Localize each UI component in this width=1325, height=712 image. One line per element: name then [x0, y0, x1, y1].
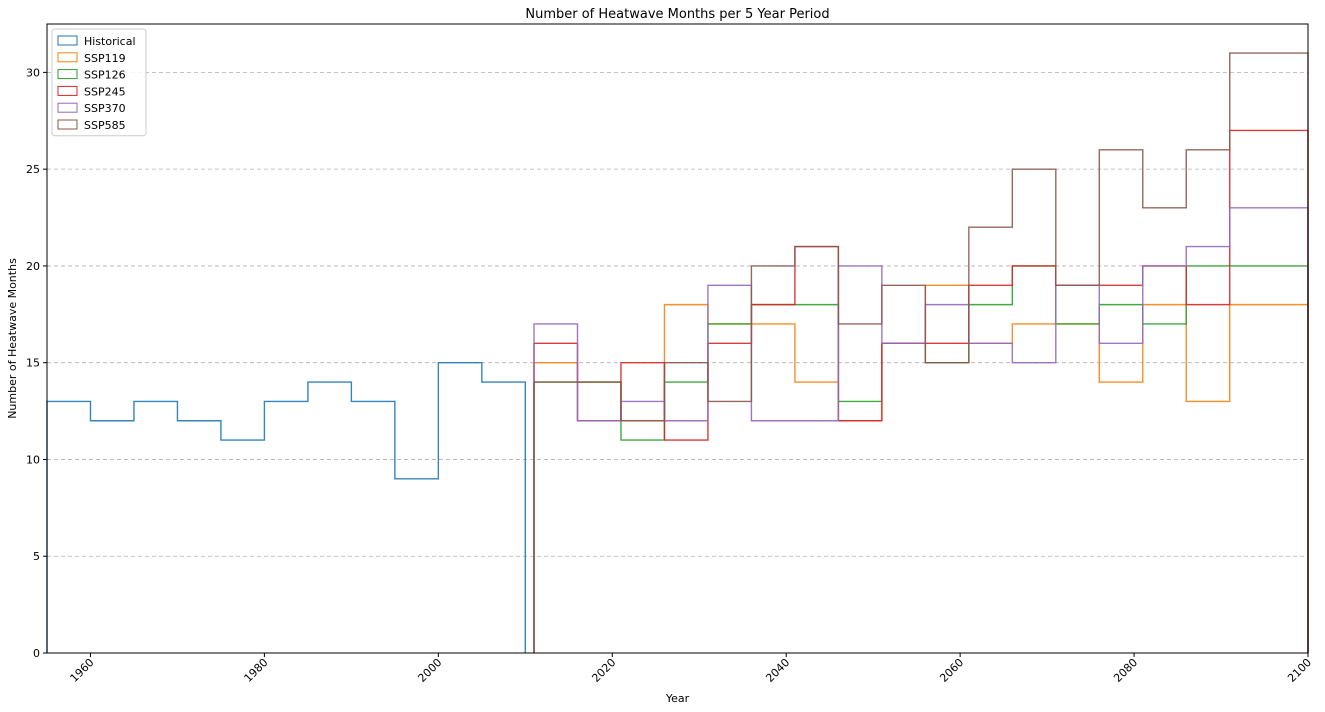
legend-label: SSP126 [84, 69, 126, 82]
x-tick-label: 2040 [763, 656, 792, 685]
legend-swatch [57, 35, 78, 46]
grid-lines [47, 71, 1308, 557]
legend-swatch [57, 102, 78, 113]
y-axis-ticks: 0 5 10 15 20 25 30 [26, 66, 47, 660]
x-tick-label: 2080 [1111, 656, 1140, 685]
chart-title: Number of Heatwave Months per 5 Year Per… [525, 7, 829, 22]
series-line-ssp585 [533, 52, 1309, 653]
legend-swatch [57, 52, 78, 63]
legend-swatch [57, 69, 78, 80]
x-axis-ticks: 1960 1980 2000 2020 2040 2060 2080 2100 [68, 653, 1314, 685]
x-axis-label: Year [665, 692, 690, 705]
series-line-historical [46, 361, 527, 653]
y-tick-label: 20 [26, 260, 40, 273]
legend-label: SSP370 [84, 102, 126, 115]
x-tick-label: 2100 [1285, 656, 1314, 685]
y-tick-label: 10 [26, 453, 40, 466]
plot-frame [46, 23, 1309, 654]
legend-label: SSP245 [84, 85, 126, 98]
y-tick-label: 25 [26, 163, 40, 176]
legend-label: SSP119 [84, 52, 126, 65]
y-tick-label: 0 [33, 647, 40, 660]
legend-swatch [57, 85, 78, 96]
series-lines [46, 52, 1309, 653]
series-line-ssp370 [533, 207, 1309, 653]
x-tick-label: 2000 [415, 656, 444, 685]
y-tick-label: 15 [26, 357, 40, 370]
y-tick-label: 30 [26, 66, 40, 79]
legend-label: Historical [84, 35, 136, 48]
legend-box [51, 28, 147, 137]
series-line-ssp119 [533, 284, 1309, 653]
x-tick-label: 2060 [937, 656, 966, 685]
x-tick-label: 2020 [589, 656, 618, 685]
legend-label: SSP585 [84, 119, 126, 132]
legend-swatch [57, 119, 78, 130]
legend: Historical SSP119 SSP126 SSP245 SSP370 SSP585 [51, 28, 147, 137]
y-axis-label: Number of Heatwave Months [6, 258, 19, 419]
x-tick-label: 1980 [242, 656, 271, 685]
series-line-ssp245 [533, 129, 1309, 653]
x-tick-label: 1960 [68, 656, 97, 685]
y-tick-label: 5 [33, 550, 40, 563]
